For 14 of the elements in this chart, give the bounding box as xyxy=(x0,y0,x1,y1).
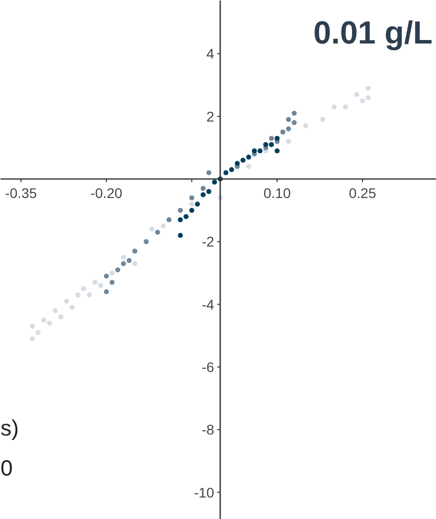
annotation: s) xyxy=(0,416,19,440)
y-tick-label: -2 xyxy=(202,234,214,250)
y-tick-label: 2 xyxy=(206,108,214,124)
x-tick-label: -0.35 xyxy=(5,185,38,202)
y-tick-label: -8 xyxy=(202,422,214,438)
x-tick-label: 0.10 xyxy=(264,185,291,202)
text: 0.01 g/L xyxy=(313,14,432,50)
x-tick-label: 0.25 xyxy=(348,185,376,202)
x-tick-label: -0.20 xyxy=(90,185,123,202)
y-tick-label: -10 xyxy=(194,484,214,500)
y-tick-label: -6 xyxy=(202,358,214,375)
y-tick-label: -4 xyxy=(202,296,214,312)
annotation: 0 xyxy=(0,456,13,480)
y-tick-label: 4 xyxy=(206,46,214,62)
